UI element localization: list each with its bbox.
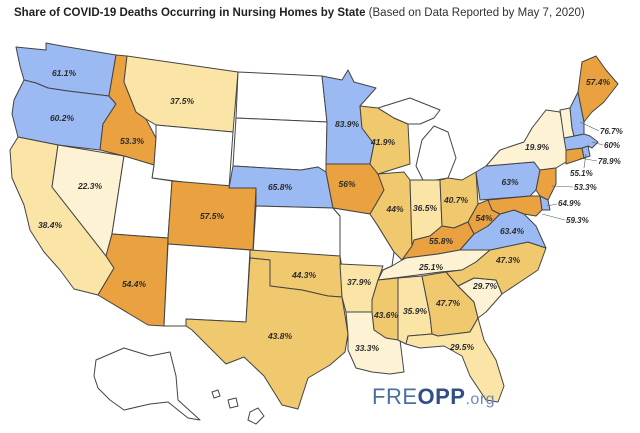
value-label-GA: 47.7% [435,298,461,308]
value-label-MS: 43.6% [373,310,399,320]
state-HI [211,389,265,425]
value-label-MA: 60% [604,141,620,150]
value-label-MD: 59.3% [566,216,589,225]
state-MD [487,195,543,217]
state-IL [369,171,413,261]
value-label-RI: 55.1% [570,169,593,178]
value-label-TN: 25.1% [418,262,444,272]
value-label-WI: 41.9% [370,137,396,147]
value-label-WV: 54% [475,213,492,223]
value-label-PA: 63% [501,177,518,187]
value-label-LA: 33.3% [355,343,380,353]
value-label-ME: 57.4% [586,77,611,87]
value-label-CT: 78.9% [598,157,621,166]
state-ND [235,71,328,123]
brand-part-2: OPP [417,384,466,409]
brand-part-1: FRE [372,384,418,409]
map-title: Share of COVID-19 Deaths Occurring in Nu… [14,7,626,19]
value-label-NY: 19.9% [525,142,550,152]
value-label-AZ: 54.4% [122,279,147,289]
leader-line-RI [583,153,587,169]
value-label-MN: 83.9% [335,119,360,129]
state-shapes [9,42,619,425]
state-FL [405,317,505,403]
state-ME [577,55,619,123]
leader-line-DE [546,203,558,207]
leader-line-NH [579,121,600,132]
value-label-VA: 63.4% [500,226,525,236]
state-NY [485,109,567,171]
state-TX [185,257,349,410]
value-label-DE: 64.9% [558,199,581,208]
value-label-AL: 35.9% [403,306,428,316]
brand-part-3: .org [465,391,496,408]
leader-line-NJ [551,185,574,188]
value-label-NJ: 53.3% [574,183,597,192]
state-NJ [535,167,557,201]
state-value-labels: 61.1% 60.2% 38.4% 22.3% 53.3% 37.5% 54.4… [38,68,623,353]
value-label-CO: 57.5% [200,211,225,221]
value-label-SC: 29.7% [472,281,498,291]
state-KS [252,205,341,257]
value-label-FL: 29.5% [449,342,475,352]
value-label-NC: 47.3% [495,255,521,265]
value-label-OK: 44.3% [291,270,317,280]
leader-line-CT [579,157,598,162]
value-label-ID: 53.3% [120,136,145,146]
value-label-NE: 65.8% [268,182,293,192]
freopp-logo: FREOPP.org [372,384,495,410]
state-CT [565,147,585,165]
leader-line-MA [591,141,604,146]
title-main: Share of COVID-19 Deaths Occurring in Nu… [14,7,366,19]
state-AK [93,347,201,421]
state-MI [377,97,457,183]
value-label-NH: 76.7% [600,127,623,136]
value-label-TX: 43.8% [267,331,293,341]
state-NM [163,243,251,327]
state-MA [563,133,599,151]
state-MS [371,277,399,341]
state-WY [151,124,234,189]
value-label-OH: 40.7% [443,195,469,205]
value-label-AR: 37.9% [347,277,372,287]
value-label-CA: 38.4% [38,220,63,230]
leader-lines [541,121,604,221]
value-label-IA: 56% [338,179,355,189]
state-SD [232,117,328,173]
leader-line-MD [541,213,566,221]
value-label-IL: 44% [385,204,403,214]
value-label-NV: 22.3% [77,181,103,191]
value-label-OR: 60.2% [50,113,75,123]
value-label-WA: 61.1% [52,68,77,78]
title-subtitle: (Based on Data Reported by May 7, 2020) [368,7,585,19]
value-label-MT: 37.5% [170,96,195,106]
value-label-IN: 36.5% [413,203,438,213]
value-label-KY: 55.8% [429,236,454,246]
